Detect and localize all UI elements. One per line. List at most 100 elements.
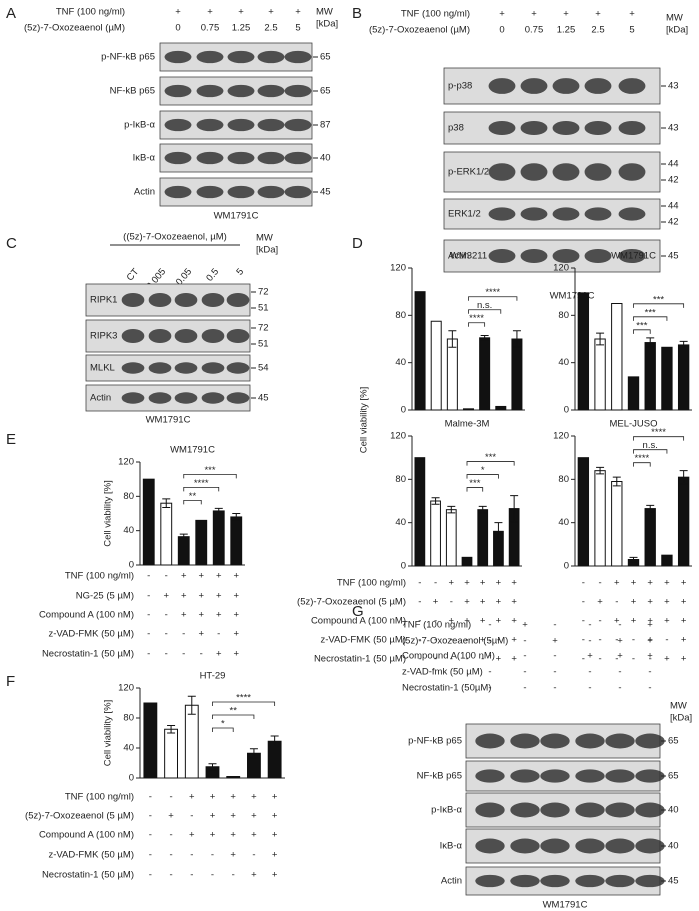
treatment-label: Compound A (100 nM) (311, 616, 406, 627)
bar (677, 344, 690, 411)
mw-label: 65 (320, 52, 331, 63)
treatment-cell: - (147, 591, 150, 602)
significance-label: *** (645, 307, 656, 318)
band (284, 185, 312, 199)
treatment-cell: + (233, 629, 239, 640)
treatment-cell: + (595, 9, 601, 20)
treatment-label: (5z)-7-Oxozeaenol (µM) (369, 25, 470, 36)
band (635, 802, 665, 818)
treatment-cell: - (182, 649, 185, 660)
band (575, 874, 605, 888)
treatment-cell: + (210, 830, 216, 841)
treatment-cell: - (182, 629, 185, 640)
error-bar (510, 495, 519, 523)
band (227, 84, 255, 98)
treatment-cell: + (181, 610, 187, 621)
band (284, 118, 312, 132)
treatment-cell: + (272, 830, 278, 841)
blot-label: Actin (90, 393, 111, 404)
bar (414, 291, 426, 411)
treatment-cell: - (418, 635, 421, 646)
treatment-cell: + (464, 578, 470, 589)
treatment-cell: - (211, 850, 214, 861)
blot-header: ((5z)-7-Oxozeaenol, µM) (123, 232, 227, 243)
treatment-cell: + (230, 811, 236, 822)
band (164, 84, 192, 98)
treatment-cell: 0.75 (201, 23, 220, 34)
treatment-cell: - (211, 870, 214, 881)
treatment-label: Compound A (100 nM) (39, 610, 134, 621)
treatment-cell: - (598, 578, 601, 589)
treatment-cell: + (251, 811, 257, 822)
treatment-cell: + (268, 7, 274, 18)
treatment-label: (5z)-7-Oxozeaenol (5 µM) (25, 811, 134, 822)
bar (430, 320, 442, 411)
y-tick-label: 80 (395, 310, 406, 321)
y-tick-label: 0 (401, 405, 406, 416)
treatment-label: z-VAD-FMK (50 µM) (48, 629, 134, 640)
mw-label: 43 (668, 123, 679, 134)
treatment-cell: - (418, 654, 421, 665)
treatment-cell: + (272, 870, 278, 881)
treatment-cell: - (465, 635, 468, 646)
bar (677, 476, 690, 567)
treatment-cell: + (216, 649, 222, 660)
treatment-cell: + (496, 597, 502, 608)
significance-bracket (468, 309, 502, 314)
lane-label: 0.5 (204, 266, 221, 283)
mw-label: 54 (258, 363, 269, 374)
band (174, 392, 198, 404)
band (540, 802, 570, 818)
treatment-cell: - (553, 683, 556, 694)
y-tick-label: 80 (123, 491, 134, 502)
treatment-cell: + (230, 792, 236, 803)
treatment-cell: + (181, 591, 187, 602)
treatment-cell: + (175, 7, 181, 18)
band (540, 874, 570, 888)
treatment-cell: - (450, 654, 453, 665)
treatment-cell: + (207, 7, 213, 18)
treatment-cell: + (522, 620, 528, 631)
band (488, 248, 516, 264)
treatment-cell: - (648, 667, 651, 678)
treatment-cell: - (465, 654, 468, 665)
band (552, 120, 580, 136)
band (475, 733, 505, 749)
mw-header: [kDa] (316, 19, 338, 30)
mw-label: 65 (668, 736, 679, 747)
treatment-cell: + (681, 635, 687, 646)
error-bar (249, 748, 258, 759)
y-axis-label: Cell viability [%] (103, 480, 114, 547)
treatment-cell: + (681, 654, 687, 665)
treatment-cell: + (496, 578, 502, 589)
treatment-cell: - (165, 649, 168, 660)
cell-line: WM1791C (550, 291, 595, 302)
band (605, 733, 635, 749)
treatment-cell: + (647, 651, 653, 662)
band (618, 207, 646, 221)
treatment-cell: 0 (175, 23, 180, 34)
band (510, 733, 540, 749)
treatment-cell: - (252, 850, 255, 861)
band (196, 151, 224, 165)
bar (644, 508, 656, 567)
treatment-cell: + (647, 620, 653, 631)
band (635, 874, 665, 888)
treatment-cell: - (553, 620, 556, 631)
treatment-cell: - (434, 635, 437, 646)
treatment-cell: - (632, 654, 635, 665)
bar (661, 346, 673, 411)
treatment-cell: - (481, 654, 484, 665)
y-tick-label: 120 (118, 457, 134, 468)
band (584, 78, 612, 94)
significance-label: **** (469, 313, 484, 324)
treatment-cell: + (647, 597, 653, 608)
mw-label: 65 (320, 86, 331, 97)
treatment-cell: + (587, 651, 593, 662)
bar (594, 338, 606, 411)
band (257, 50, 285, 64)
band (475, 874, 505, 888)
treatment-label: Necrostatin-1 (50µM) (402, 683, 491, 694)
significance-bracket (183, 473, 237, 479)
